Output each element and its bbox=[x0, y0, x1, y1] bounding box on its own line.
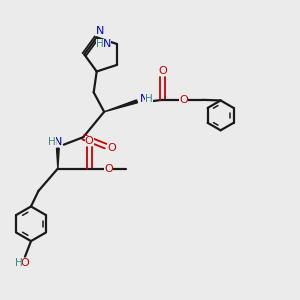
Text: H: H bbox=[145, 94, 153, 104]
Text: H: H bbox=[15, 258, 22, 268]
Text: N: N bbox=[140, 94, 148, 104]
Text: O: O bbox=[158, 67, 167, 76]
Text: O: O bbox=[85, 136, 94, 146]
Text: O: O bbox=[21, 258, 29, 268]
Polygon shape bbox=[56, 148, 59, 169]
Text: N: N bbox=[54, 137, 62, 147]
Polygon shape bbox=[104, 100, 137, 112]
Text: O: O bbox=[107, 142, 116, 153]
Text: H: H bbox=[96, 39, 104, 49]
Text: N: N bbox=[103, 39, 111, 49]
Text: N: N bbox=[95, 26, 104, 36]
Text: O: O bbox=[179, 95, 188, 105]
Text: O: O bbox=[104, 164, 113, 173]
Text: H: H bbox=[48, 137, 56, 147]
